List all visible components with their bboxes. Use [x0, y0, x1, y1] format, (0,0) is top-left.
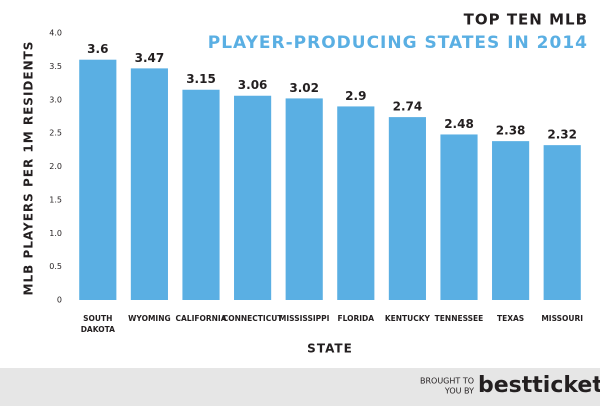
x-tick-label: WYOMING [128, 314, 171, 323]
y-tick-label: 1.0 [49, 229, 62, 238]
y-tick-label: 3.5 [49, 62, 62, 71]
footer-band [0, 368, 600, 406]
bar [388, 117, 426, 300]
x-tick-label: CONNECTICUT [223, 314, 284, 323]
chart-title: TOP TEN MLB [464, 11, 588, 29]
x-tick-label: SOUTH DAKOTA [81, 314, 115, 334]
value-label: 3.47 [135, 51, 165, 65]
x-axis-label: STATE [307, 342, 353, 356]
y-tick-label: 2.0 [49, 162, 62, 171]
bar [492, 141, 530, 300]
bar [182, 89, 220, 300]
y-tick-label: 0 [57, 296, 62, 305]
value-label: 3.02 [289, 81, 319, 95]
bar [285, 98, 323, 300]
bar [543, 145, 581, 300]
x-tick-label: TEXAS [497, 314, 524, 323]
value-label: 2.9 [345, 89, 366, 103]
y-tick-label: 4.0 [49, 29, 62, 38]
bar [337, 106, 375, 300]
value-label: 2.32 [547, 128, 577, 142]
footer-prefix: BROUGHT TO [420, 377, 474, 386]
y-axis-label: MLB PLAYERS PER 1M RESIDENTS [22, 41, 36, 296]
footer-prefix: YOU BY [444, 387, 474, 396]
y-tick-label: 2.5 [49, 129, 62, 138]
y-tick-label: 0.5 [49, 262, 62, 271]
x-tick-label: CALIFORNIA [175, 314, 226, 323]
value-label: 2.48 [444, 117, 474, 131]
x-tick-label: KENTUCKY [385, 314, 431, 323]
footer-brand: besttickets [478, 373, 600, 398]
y-tick-label: 3.0 [49, 95, 62, 104]
bar [130, 68, 168, 300]
value-label: 3.6 [87, 42, 108, 56]
x-tick-label: MISSISSIPPI [279, 314, 330, 323]
bar [440, 134, 478, 300]
y-tick-label: 1.5 [49, 195, 62, 204]
x-tick-label: MISSOURI [541, 314, 583, 323]
value-label: 3.06 [238, 78, 268, 92]
bar [79, 59, 117, 301]
x-tick-label: TENNESSEE [435, 314, 484, 323]
value-label: 2.38 [496, 124, 526, 138]
value-label: 3.15 [186, 72, 216, 86]
chart-subtitle: PLAYER-PRODUCING STATES IN 2014 [208, 33, 588, 53]
x-tick-label: FLORIDA [337, 314, 374, 323]
bar [234, 95, 272, 301]
value-label: 2.74 [393, 100, 423, 114]
